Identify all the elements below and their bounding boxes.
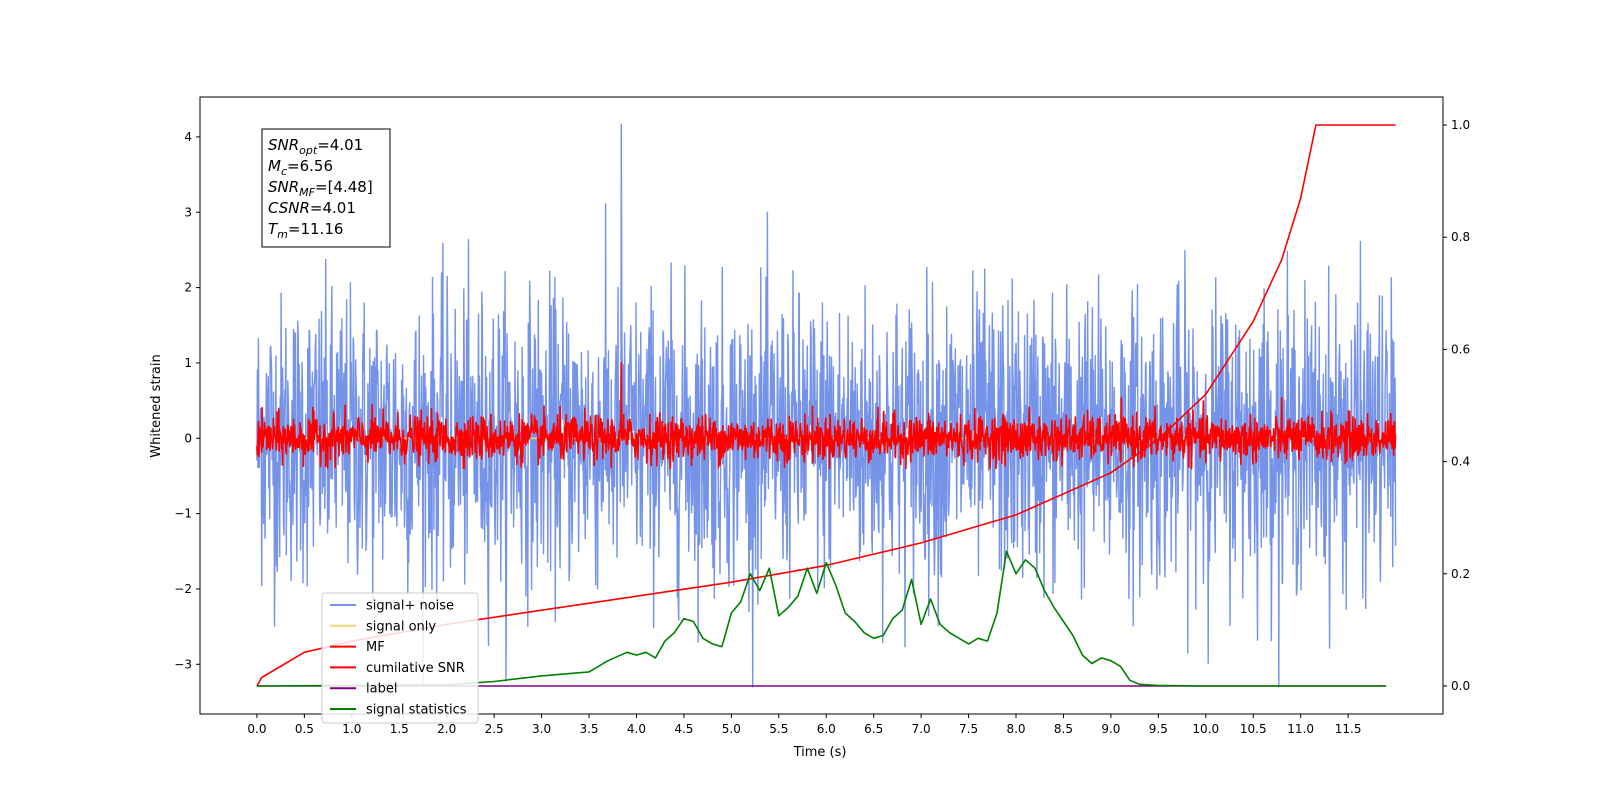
y-tick-label: −2 [174,582,192,596]
legend: signal+ noise signal only MF cumilative SNR… [321,592,479,724]
x-tick-label: 7.5 [959,722,978,736]
series-line-signal-statistics [256,550,1387,687]
annotation-value: =[4.48] [315,178,373,196]
annotation-line: SNRMF=[4.48] [268,178,373,199]
annotation-subscript: MF [299,186,315,199]
y2-tick-label: 0.4 [1451,455,1470,469]
annotation-symbol: CSNR [268,199,310,217]
x-tick-label: 9.5 [1149,722,1168,736]
x-tick-label: 9.0 [1101,722,1120,736]
series-line-mf [256,362,1397,470]
x-tick-label: 10.0 [1192,722,1219,736]
annotation-subscript: c [281,165,287,178]
y-axis-right: 0.0 0.2 0.4 0.6 0.8 1.0 [1443,118,1470,693]
annotation-line: Tm=11.16 [268,220,343,241]
legend-label-signal-only: signal only [366,619,436,634]
x-axis: 0.0 0.5 1.0 1.5 2.0 2.5 3.0 3.5 4.0 4.5 5.0 5.5 6.0 6… [247,714,1361,736]
x-tick-label: 3.0 [532,722,551,736]
annotation-subscript: m [277,228,288,241]
stats-annotation-box: SNRopt=4.01Mc=6.56SNRMF=[4.48]CSNR=4.01T… [261,128,391,248]
y2-tick-label: 0.0 [1451,679,1470,693]
annotation-subscript: opt [299,144,318,157]
annotation-value: =11.16 [288,220,344,238]
x-tick-label: 11.5 [1335,722,1362,736]
annotation-symbol: SNR [268,178,299,196]
y2-tick-label: 0.6 [1451,342,1470,356]
y-tick-label: −1 [174,507,192,521]
y-tick-label: 2 [184,281,192,295]
annotation-line: Mc=6.56 [268,157,333,178]
y-tick-label: −3 [174,657,192,671]
x-tick-label: 8.5 [1054,722,1073,736]
x-tick-label: 0.5 [295,722,314,736]
legend-label-cumilative-snr: cumilative SNR [366,661,465,676]
plot-frame [199,96,1444,715]
annotation-symbol: SNR [268,136,299,154]
y2-tick-label: 1.0 [1451,118,1470,132]
y-tick-label: 3 [184,205,192,219]
annotation-line: SNRopt=4.01 [268,136,363,157]
annotation-value: =6.56 [287,157,333,175]
legend-label-signal-noise: signal+ noise [366,599,454,614]
y-axis-label: Whitened strain [149,354,164,457]
legend-label-mf: MF [366,640,385,655]
annotation-value: =4.01 [317,136,363,154]
x-tick-label: 0.0 [247,722,266,736]
x-tick-label: 11.0 [1287,722,1314,736]
x-tick-label: 3.5 [579,722,598,736]
y-tick-label: 4 [184,130,192,144]
x-tick-label: 6.0 [817,722,836,736]
legend-label-label: label [366,682,397,697]
annotation-value: =4.01 [310,199,356,217]
x-tick-label: 7.0 [912,722,931,736]
x-tick-label: 10.5 [1240,722,1267,736]
x-axis-label: Time (s) [793,745,847,760]
annotation-frame [261,128,391,248]
annotation-symbol: M [268,157,281,175]
legend-label-signal-statistics: signal statistics [366,703,467,718]
x-tick-label: 2.5 [485,722,504,736]
y2-tick-label: 0.8 [1451,230,1470,244]
x-tick-label: 2.0 [437,722,456,736]
x-tick-label: 1.0 [342,722,361,736]
annotation-line: CSNR=4.01 [268,199,356,217]
x-tick-label: 8.0 [1006,722,1025,736]
x-tick-label: 4.0 [627,722,646,736]
x-tick-label: 4.5 [674,722,693,736]
x-tick-label: 5.5 [769,722,788,736]
y-tick-label: 1 [184,356,192,370]
x-tick-label: 5.0 [722,722,741,736]
annotation-symbol: T [268,220,279,238]
x-tick-label: 1.5 [390,722,409,736]
legend-frame [321,592,479,724]
y-tick-label: 0 [184,431,192,445]
x-tick-label: 6.5 [864,722,883,736]
y-axis-left: −3 −2 −1 0 1 2 3 4 [174,130,200,671]
y2-tick-label: 0.2 [1451,567,1470,581]
